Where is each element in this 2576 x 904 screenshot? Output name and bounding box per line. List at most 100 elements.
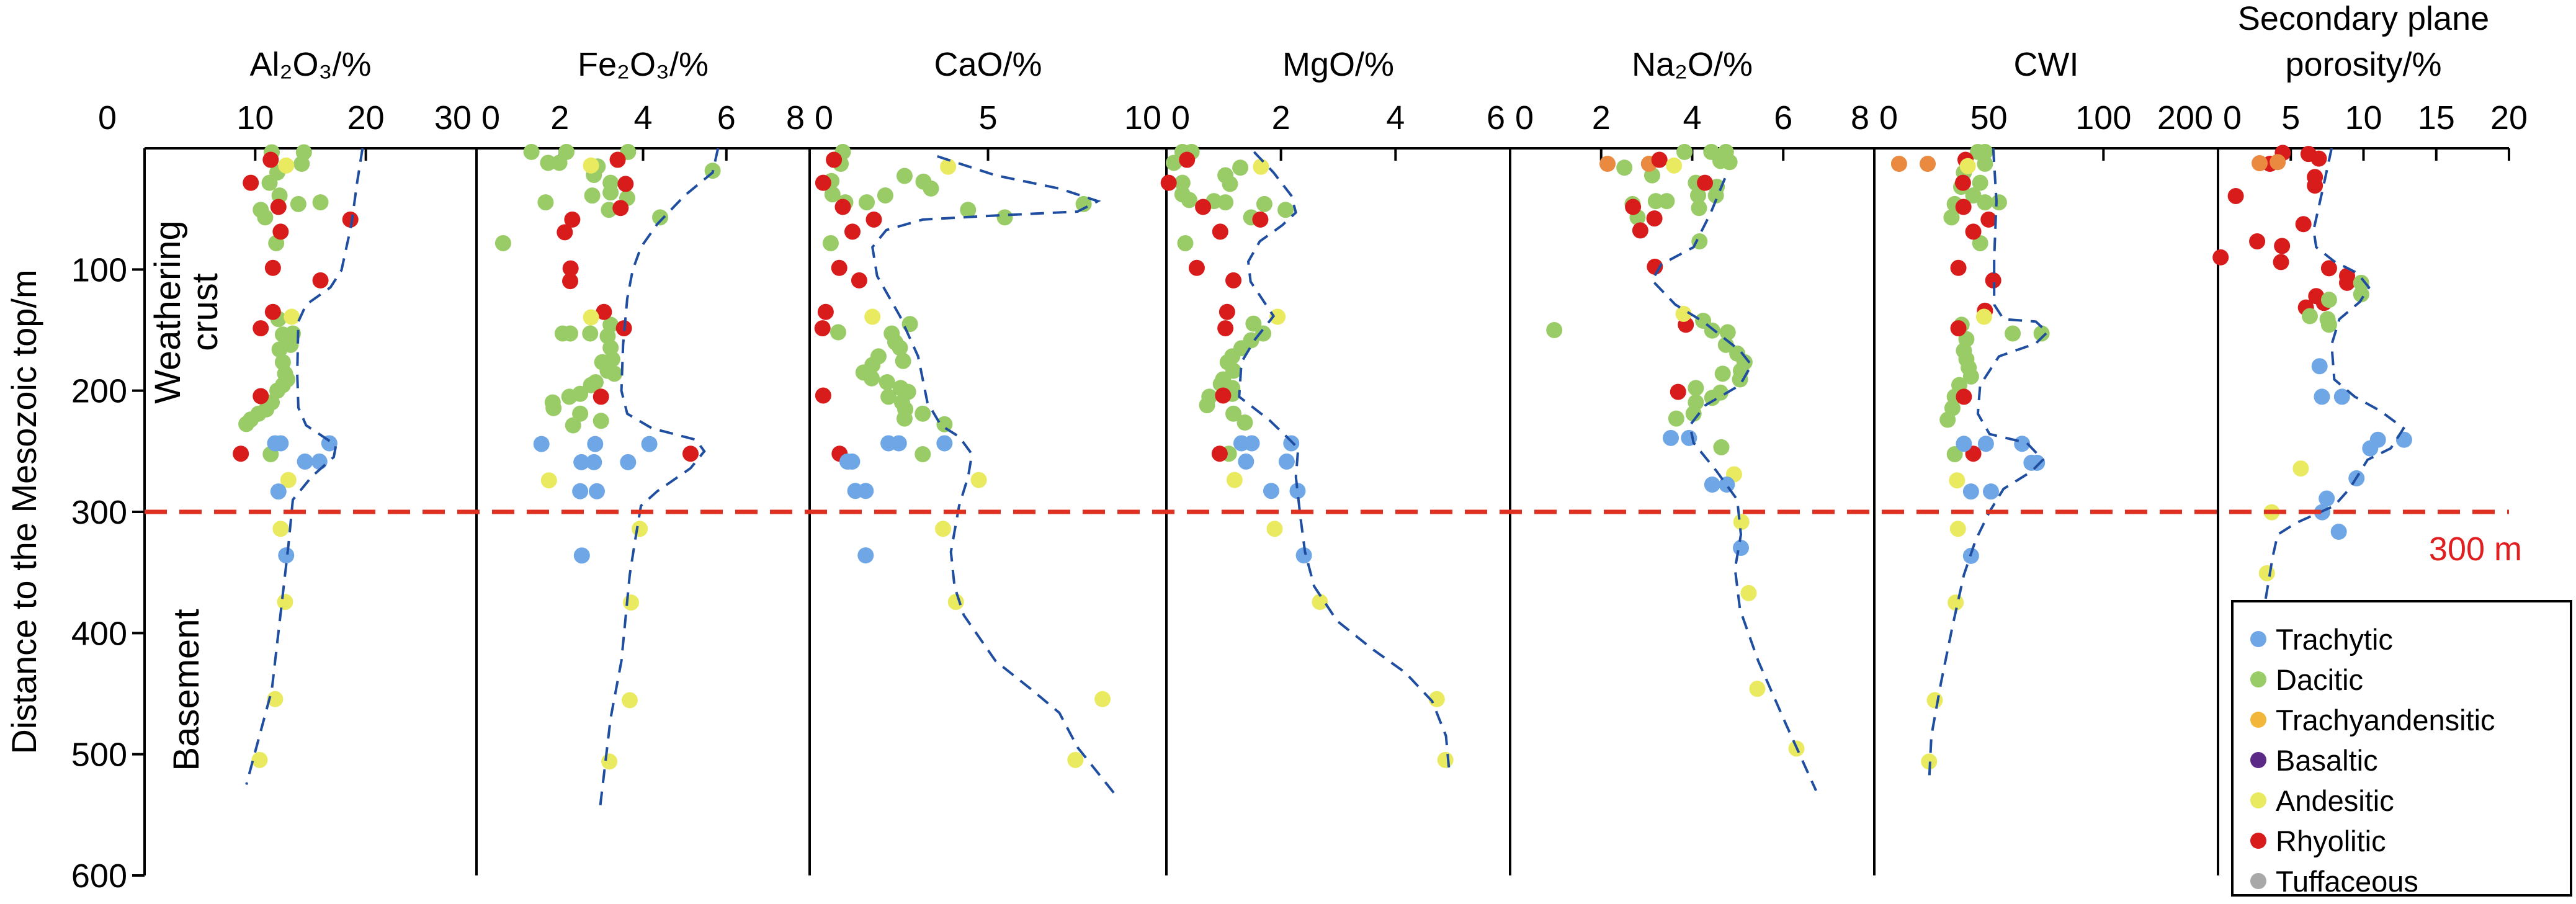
data-point-andesitic xyxy=(1067,751,1084,768)
legend-marker-rhyolitic xyxy=(2250,833,2266,849)
x-tick-label: 2 xyxy=(1592,99,1611,136)
data-point-rhyolitic xyxy=(844,223,861,240)
data-point-andesitic xyxy=(272,521,289,537)
data-point-dacitic xyxy=(1977,143,1993,160)
data-point-andesitic xyxy=(277,594,293,611)
data-point-andesitic xyxy=(1666,157,1683,174)
trend-line xyxy=(2245,148,2405,709)
data-point-dacitic xyxy=(1939,411,1956,428)
data-point-dacitic xyxy=(901,316,918,333)
data-point-dacitic xyxy=(2320,292,2337,308)
x-tick-label: 6 xyxy=(717,99,736,136)
data-point-andesitic xyxy=(280,472,297,488)
data-point-andesitic xyxy=(970,472,987,488)
data-point-rhyolitic xyxy=(1160,174,1177,191)
data-point-trachytic xyxy=(1977,436,1994,452)
data-point-dacitic xyxy=(582,325,599,342)
data-point-rhyolitic xyxy=(2339,274,2356,291)
data-point-dacitic xyxy=(859,194,875,211)
data-point-rhyolitic xyxy=(270,199,287,215)
data-point-andesitic xyxy=(278,157,295,174)
data-point-rhyolitic xyxy=(1965,223,1982,240)
data-point-dacitic xyxy=(565,417,581,434)
data-point-dacitic xyxy=(1668,410,1684,427)
x-tick-label: 6 xyxy=(1774,99,1792,136)
data-point-dacitic xyxy=(602,184,619,201)
zone-label-weathering: Weathering xyxy=(148,220,188,404)
data-point-trachytic xyxy=(1733,540,1750,557)
data-point-rhyolitic xyxy=(233,445,249,462)
data-point-rhyolitic xyxy=(831,259,847,276)
data-point-trachytic xyxy=(2314,388,2330,405)
data-point-dacitic xyxy=(1181,192,1197,208)
data-point-trachytic xyxy=(844,453,861,470)
data-point-andesitic xyxy=(583,157,599,174)
data-point-trachytic xyxy=(620,454,637,470)
data-point-rhyolitic xyxy=(1956,388,1972,405)
data-point-dacitic xyxy=(2320,316,2337,333)
data-point-dacitic xyxy=(895,352,911,369)
data-point-dacitic xyxy=(1977,194,1993,211)
data-point-trachytic xyxy=(272,435,289,452)
data-point-rhyolitic xyxy=(1670,383,1686,400)
x-tick-label: 0 xyxy=(2223,99,2242,136)
data-point-trachytic xyxy=(2029,454,2046,471)
data-point-andesitic xyxy=(601,753,618,770)
data-point-dacitic xyxy=(1965,187,1982,204)
data-point-dacitic xyxy=(562,325,579,342)
data-point-andesitic xyxy=(1949,472,1966,489)
y-tick-label: 400 xyxy=(71,615,127,652)
data-point-andesitic xyxy=(1733,514,1750,530)
data-point-dacitic xyxy=(1690,187,1707,204)
x-tick-label: 2 xyxy=(550,99,569,136)
data-point-rhyolitic xyxy=(596,303,612,320)
x-tick-label: 5 xyxy=(2281,99,2300,136)
data-point-dacitic xyxy=(1255,325,1272,342)
trend-line xyxy=(1238,151,1451,774)
panel-title: Na₂O/% xyxy=(1632,46,1753,83)
data-point-rhyolitic xyxy=(253,320,269,337)
data-point-rhyolitic xyxy=(272,223,289,240)
data-point-dacitic xyxy=(2033,325,2050,342)
data-point-andesitic xyxy=(1949,521,1966,537)
data-point-dacitic xyxy=(1713,439,1730,455)
data-point-trachytic xyxy=(1243,435,1260,452)
data-point-andesitic xyxy=(1253,158,1269,175)
data-point-andesitic xyxy=(1749,681,1766,697)
data-point-rhyolitic xyxy=(2295,216,2312,233)
data-point-dacitic xyxy=(1990,194,2007,211)
data-point-trachyandensitic xyxy=(1920,156,1936,172)
data-point-rhyolitic xyxy=(264,259,281,276)
data-point-dacitic xyxy=(1225,405,1242,422)
data-point-trachytic xyxy=(572,483,589,499)
data-point-trachytic xyxy=(1283,435,1300,452)
data-point-dacitic xyxy=(1704,390,1720,406)
data-point-dacitic xyxy=(824,186,841,203)
data-point-dacitic xyxy=(1277,202,1294,218)
data-point-dacitic xyxy=(923,180,939,197)
data-point-rhyolitic xyxy=(2273,254,2289,271)
legend-label-trachytic: Trachytic xyxy=(2276,623,2393,656)
legend-label-trachyandensitic: Trachyandensitic xyxy=(2276,704,2495,736)
data-point-trachytic xyxy=(641,436,658,452)
data-point-rhyolitic xyxy=(2249,233,2266,250)
data-point-rhyolitic xyxy=(2310,150,2327,167)
legend-label-andesitic: Andesitic xyxy=(2276,784,2394,817)
data-point-rhyolitic xyxy=(312,272,329,289)
panel-title: CaO/% xyxy=(934,46,1042,83)
y-tick-label: 600 xyxy=(71,857,127,895)
data-point-andesitic xyxy=(1675,305,1692,322)
data-point-trachyandensitic xyxy=(1890,156,1907,172)
zone-label-basement: Basement xyxy=(166,609,207,771)
x-tick-label: 0 xyxy=(1171,99,1190,136)
x-tick-label: 8 xyxy=(1851,99,1869,136)
data-point-trachytic xyxy=(2319,490,2335,507)
data-point-rhyolitic xyxy=(1211,445,1228,462)
data-point-rhyolitic xyxy=(1980,211,1997,228)
x-tick-label: 100 xyxy=(2075,99,2131,136)
data-point-trachytic xyxy=(857,483,874,499)
x-tick-label: 5 xyxy=(978,99,997,136)
data-point-dacitic xyxy=(1688,380,1704,396)
y-tick-label: 200 xyxy=(71,373,127,410)
x-tick-label: 200 xyxy=(2157,99,2213,136)
